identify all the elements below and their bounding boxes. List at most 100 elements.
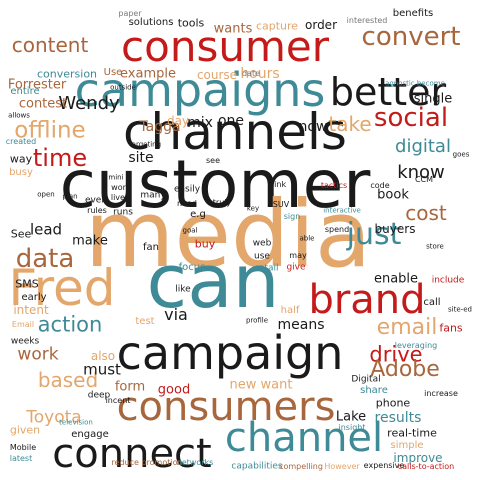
cloud-word-order: order (305, 18, 337, 32)
cloud-word-new-want: new want (229, 377, 293, 393)
cloud-word-fred: Fred (8, 259, 116, 317)
cloud-word-date: date (241, 69, 261, 78)
cloud-word-created: created (5, 137, 37, 146)
cloud-word-like: like (175, 284, 191, 295)
cloud-word-channel: channel (224, 415, 384, 461)
cloud-word-connect: connect (52, 431, 212, 477)
cloud-word-see: See (10, 227, 32, 241)
cloud-word-outside: outside (110, 83, 136, 92)
cloud-word-weeks: weeks (10, 336, 40, 347)
cloud-word-site: site (128, 150, 154, 166)
cloud-word-fans: fans (439, 321, 463, 335)
cloud-word-cost: cost (405, 201, 447, 225)
cloud-word-key: key (246, 204, 260, 213)
cloud-word-enable: enable (373, 271, 419, 287)
cloud-word-store: store (426, 242, 444, 251)
cloud-word-insight: insight (338, 423, 366, 432)
cloud-word-use: use (254, 251, 270, 262)
cloud-word-via: via (164, 305, 188, 324)
cloud-word-early: early (21, 292, 47, 303)
cloud-word-drive: drive (369, 342, 423, 367)
cloud-word-capture: capture (255, 19, 299, 33)
cloud-word-increase: increase (424, 389, 458, 398)
cloud-word-targeting: targeting (128, 140, 162, 149)
cloud-word-channels: channels (123, 103, 347, 161)
cloud-word-mini: mini (108, 173, 124, 182)
cloud-word-means: means (277, 317, 325, 333)
cloud-word-course: course (196, 68, 238, 82)
cloud-word-time: time (32, 144, 88, 172)
cloud-word-conversion: conversion (36, 67, 98, 81)
cloud-word-calls-to-action: calls-to-action (397, 462, 455, 471)
cloud-word-rules: rules (87, 206, 107, 215)
cloud-word-capabilities: capabilities (231, 461, 283, 472)
cloud-word-truly: truly (212, 198, 232, 207)
cloud-word-fan: fan (143, 242, 159, 253)
cloud-word-contest: contest (18, 96, 68, 112)
cloud-word-need: need (177, 199, 197, 208)
cloud-word-expensive: expensive (363, 461, 405, 470)
cloud-word-must: must (83, 360, 121, 379)
cloud-word-use: Use (103, 67, 123, 78)
cloud-word-buy: buy (194, 237, 216, 251)
cloud-word-include: include (431, 275, 465, 286)
cloud-word-know: know (397, 162, 445, 183)
cloud-word-compelling: compelling (279, 462, 323, 471)
cloud-word-e-g: e.g (190, 209, 206, 220)
cloud-word-tactics: tactics (320, 181, 348, 190)
cloud-word-site-ed: site-ed (448, 305, 472, 314)
cloud-word-share: share (360, 385, 388, 396)
cloud-word-goal: goal (182, 226, 198, 235)
cloud-word-intent: intent (13, 303, 49, 317)
cloud-word-engage: engage (71, 429, 109, 440)
cloud-word-given: given (9, 423, 41, 437)
cloud-word-paper: paper (118, 9, 142, 18)
cloud-word-half: half (280, 305, 300, 316)
cloud-word-spend: spend (324, 225, 350, 234)
cloud-word-data: data (15, 244, 75, 274)
cloud-word-see: see (205, 156, 221, 165)
cloud-word-focus: focus (178, 262, 206, 273)
cloud-word-phone: phone (375, 396, 411, 410)
cloud-word-agnostic-become: agnostic become (385, 79, 445, 88)
cloud-word-entire: entire (10, 86, 40, 97)
cloud-word-real-time: real-time (387, 426, 437, 440)
cloud-word-consumer: consumer (121, 22, 329, 71)
cloud-word-interactive: interactive (323, 206, 361, 215)
cloud-word-buyers: buyers (374, 222, 416, 236)
cloud-word-goes: goes (452, 150, 470, 159)
cloud-word-media: media (84, 181, 372, 288)
cloud-word-sign: sign (283, 212, 301, 221)
cloud-word-profile: profile (245, 316, 269, 325)
cloud-word-work: work (17, 344, 59, 365)
cloud-word-call: call (423, 297, 441, 308)
cloud-word-easily: easily (173, 184, 201, 195)
cloud-word-may: may (289, 251, 307, 260)
cloud-word-link: link (271, 180, 287, 189)
cloud-word-digital: digital (395, 136, 451, 157)
cloud-word-adobe: Adobe (370, 357, 440, 382)
cloud-word-code: code (370, 181, 390, 190)
cloud-word-campaigns: campaigns (74, 63, 326, 117)
cloud-word-wendy: Wendy (58, 93, 120, 114)
cloud-word-also: also (90, 349, 116, 363)
cloud-word-single: single (413, 91, 453, 107)
cloud-word-results: results (374, 410, 422, 426)
cloud-word-word: word (111, 183, 131, 192)
cloud-word-test: test (135, 316, 155, 327)
cloud-word-make: make (72, 233, 108, 249)
cloud-word-ccm: CCM (414, 175, 434, 184)
cloud-word-interested: interested (346, 16, 388, 25)
cloud-word-hours: hours (240, 66, 280, 82)
cloud-word-give: give (286, 262, 306, 273)
cloud-word-campaign: campaign (116, 326, 344, 380)
cloud-word-consumers: consumers (116, 384, 336, 430)
cloud-word-example: example (120, 66, 176, 82)
cloud-word-customer: customer (59, 146, 371, 223)
cloud-word-tagga: Tagga (139, 119, 181, 135)
cloud-word-brand: brand (308, 277, 426, 323)
cloud-word-wants: wants (213, 21, 253, 37)
cloud-word-web: web (252, 238, 272, 249)
cloud-word-sms: SMS (15, 277, 39, 291)
